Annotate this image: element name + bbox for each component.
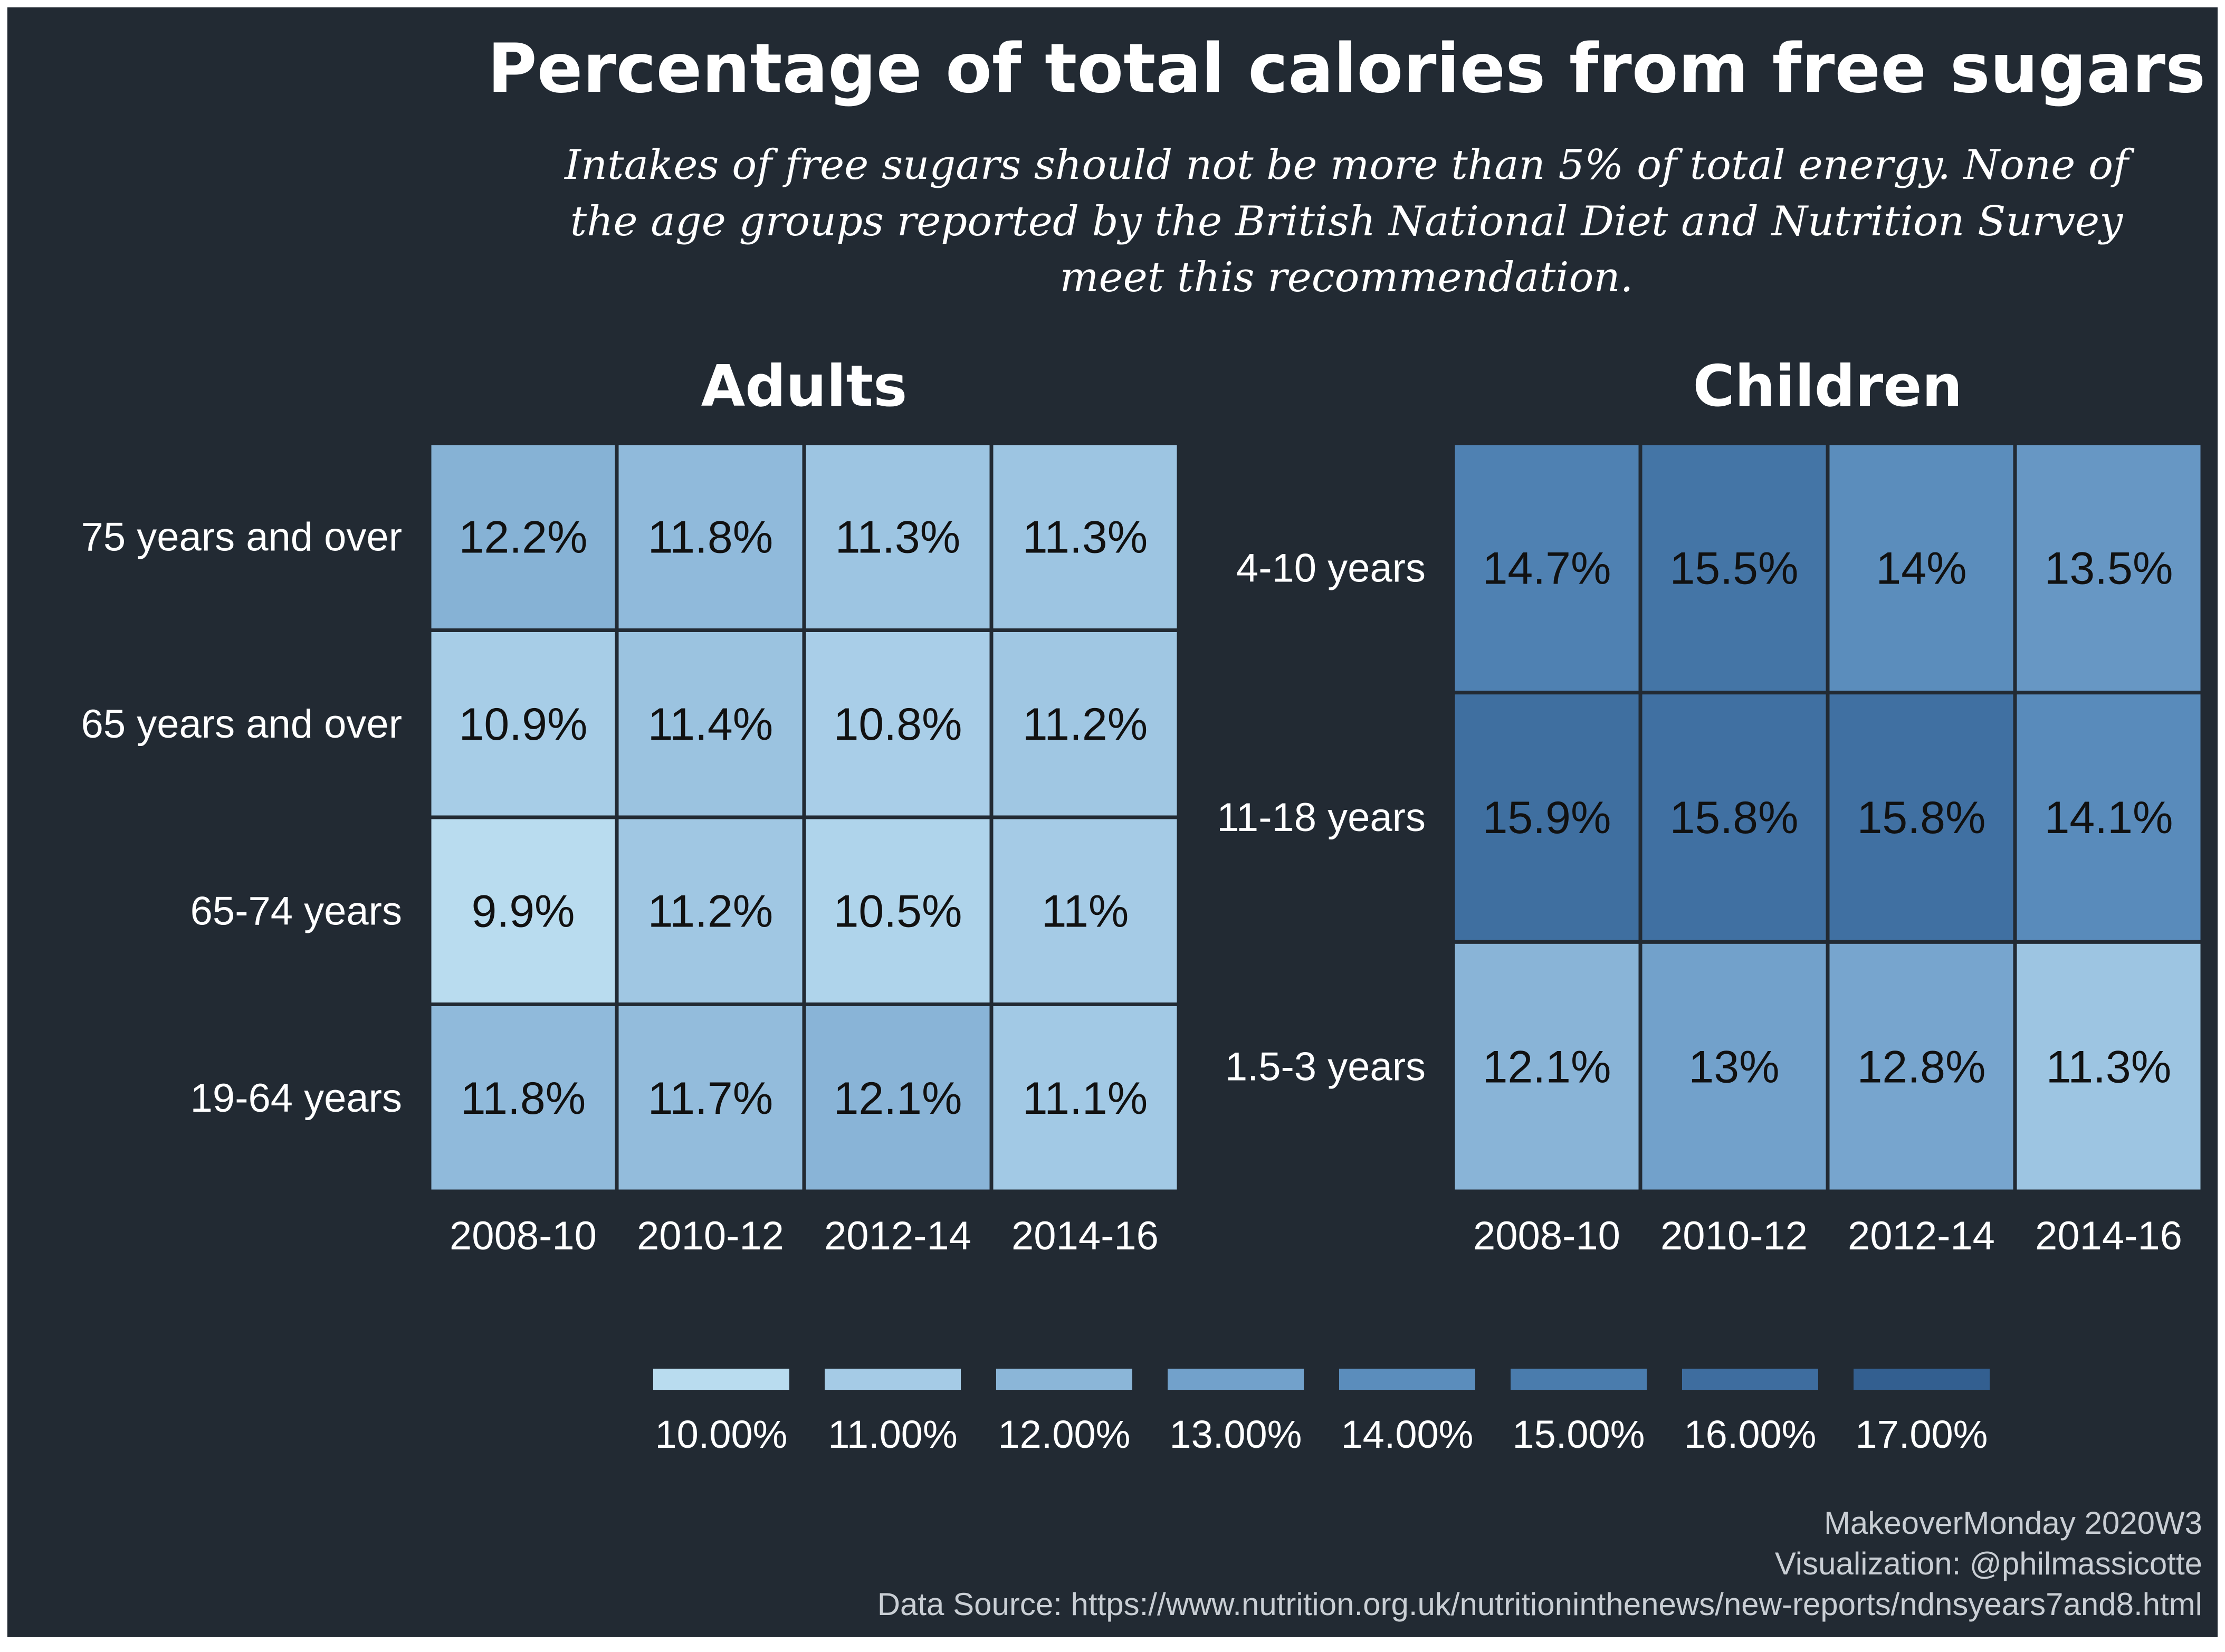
cell-label-adults-1-1: 11.4% <box>648 699 773 750</box>
row-label-children-2: 1.5-3 years <box>1225 1045 1426 1090</box>
cell-label-adults-3-3: 11.1% <box>1023 1073 1148 1124</box>
cell-label-children-2-2: 12.8% <box>1857 1042 1986 1093</box>
cell-label-adults-3-0: 11.8% <box>461 1073 586 1124</box>
cell-label-adults-2-3: 11% <box>1042 886 1129 937</box>
heatmap-cell-children-1-1 <box>1638 691 1830 944</box>
cell-label-adults-1-2: 10.8% <box>834 699 962 750</box>
heatmap-panel-adults: Adults 75 years and over 12.2% 11.8% 11.3% 11… <box>81 354 1181 1258</box>
cell-label-adults-2-2: 10.5% <box>834 886 962 937</box>
heatmap-cell-adults-0-0 <box>427 441 619 632</box>
row-label-adults-1: 65 years and over <box>81 702 402 747</box>
legend-swatch-2 <box>996 1369 1132 1390</box>
color-legend: 10.00% 11.00% 12.00% 13.00% 14.00% 15.00% 16.0… <box>653 1369 1990 1456</box>
caption-visualization: Visualization: @philmassicotte <box>1775 1546 2202 1581</box>
heatmap-cell-adults-3-3 <box>989 1002 1181 1193</box>
col-label-children-2: 2012-14 <box>1848 1214 1995 1258</box>
heatmap-panels: Adults 75 years and over 12.2% 11.8% 11.3% 11… <box>81 354 2204 1258</box>
chart-subtitle-line-2: the age groups reported by the British N… <box>570 198 2123 245</box>
heatmap-cell-adults-3-1 <box>615 1002 806 1193</box>
cell-label-children-1-1: 15.8% <box>1670 792 1799 843</box>
heatmap-cell-children-1-3 <box>2013 691 2204 944</box>
heatmap-cell-children-2-2 <box>1826 940 2017 1193</box>
cell-label-adults-2-0: 9.9% <box>471 886 575 937</box>
legend-swatch-5 <box>1511 1369 1647 1390</box>
heatmap-cell-adults-1-1 <box>615 628 806 819</box>
cell-label-adults-1-3: 11.2% <box>1023 699 1148 750</box>
heatmap-cell-children-1-0 <box>1451 691 1643 944</box>
cell-label-adults-3-1: 11.7% <box>648 1073 773 1124</box>
heatmap-cell-children-0-2 <box>1826 441 2017 695</box>
legend-label-4: 14.00% <box>1341 1412 1474 1456</box>
row-label-adults-0: 75 years and over <box>81 514 402 559</box>
heatmap-cell-adults-0-2 <box>802 441 994 632</box>
cell-label-children-2-1: 13% <box>1688 1042 1779 1093</box>
col-label-children-0: 2008-10 <box>1473 1214 1620 1258</box>
panel-title-children: Children <box>1693 354 1963 419</box>
panel-title-adults: Adults <box>701 354 908 419</box>
chart-title: Percentage of total calories from free s… <box>488 30 2205 108</box>
col-label-adults-0: 2008-10 <box>450 1214 597 1258</box>
row-label-children-0: 4-10 years <box>1236 546 1426 590</box>
col-label-adults-3: 2014-16 <box>1011 1214 1159 1258</box>
cell-label-adults-3-2: 12.1% <box>834 1073 962 1124</box>
cell-label-children-1-0: 15.9% <box>1483 792 1611 843</box>
col-label-adults-1: 2010-12 <box>637 1214 784 1258</box>
cell-label-children-0-0: 14.7% <box>1483 543 1611 594</box>
heatmap-cell-children-1-2 <box>1826 691 2017 944</box>
cell-label-adults-0-2: 11.3% <box>835 512 960 562</box>
legend-label-7: 17.00% <box>1856 1412 1988 1456</box>
legend-swatch-7 <box>1854 1369 1990 1390</box>
legend-swatch-1 <box>825 1369 961 1390</box>
chart-subtitle-line-3: meet this recommendation. <box>1060 254 1634 301</box>
caption-data-source: Data Source: https://www.nutrition.org.u… <box>877 1587 2202 1622</box>
heatmap-cell-adults-1-3 <box>989 628 1181 819</box>
cell-label-children-1-3: 14.1% <box>2045 792 2173 843</box>
cell-label-children-1-2: 15.8% <box>1857 792 1986 843</box>
heatmap-cell-children-2-0 <box>1451 940 1643 1193</box>
legend-label-0: 10.00% <box>655 1412 788 1456</box>
cell-label-adults-2-1: 11.2% <box>648 886 773 937</box>
cell-label-adults-0-0: 12.2% <box>459 512 588 562</box>
cell-label-children-0-3: 13.5% <box>2045 543 2173 594</box>
legend-label-5: 15.00% <box>1513 1412 1645 1456</box>
heatmap-cell-children-2-3 <box>2013 940 2204 1193</box>
heatmap-cell-adults-0-3 <box>989 441 1181 632</box>
legend-label-2: 12.00% <box>998 1412 1131 1456</box>
heatmap-cell-children-0-0 <box>1451 441 1643 695</box>
col-label-adults-2: 2012-14 <box>824 1214 971 1258</box>
row-label-adults-2: 65-74 years <box>190 889 402 933</box>
cell-label-children-2-0: 12.1% <box>1483 1042 1611 1093</box>
heatmap-cell-adults-0-1 <box>615 441 806 632</box>
col-label-children-1: 2010-12 <box>1660 1214 1808 1258</box>
chart-subtitle-line-1: Intakes of free sugars should not be mor… <box>564 141 2135 189</box>
heatmap-cell-adults-3-0 <box>427 1002 619 1193</box>
legend-label-1: 11.00% <box>828 1412 958 1456</box>
legend-label-6: 16.00% <box>1684 1412 1817 1456</box>
caption-makeover: MakeoverMonday 2020W3 <box>1824 1505 2202 1541</box>
cell-label-children-0-2: 14% <box>1876 543 1966 594</box>
heatmap-cell-children-0-3 <box>2013 441 2204 695</box>
legend-swatch-4 <box>1339 1369 1475 1390</box>
heatmap-cell-adults-2-3 <box>989 815 1181 1006</box>
legend-swatch-6 <box>1682 1369 1818 1390</box>
legend-swatch-0 <box>653 1369 789 1390</box>
heatmap-figure: Percentage of total calories from free s… <box>81 30 2206 1622</box>
cell-label-children-2-3: 11.3% <box>2046 1042 2171 1093</box>
cell-label-adults-1-0: 10.9% <box>459 699 588 750</box>
legend-swatch-3 <box>1168 1369 1304 1390</box>
legend-label-3: 13.00% <box>1170 1412 1302 1456</box>
col-label-children-3: 2014-16 <box>2035 1214 2182 1258</box>
row-label-children-1: 11-18 years <box>1217 795 1426 840</box>
cell-label-adults-0-1: 11.8% <box>648 512 773 562</box>
heatmap-panel-children: Children 4-10 years 14.7% 15.5% 14% 13.5% 11-1… <box>1217 354 2204 1258</box>
heatmap-cell-adults-2-1 <box>615 815 806 1006</box>
heatmap-cell-children-0-1 <box>1638 441 1830 695</box>
cell-label-children-0-1: 15.5% <box>1670 543 1799 594</box>
row-label-adults-3: 19-64 years <box>190 1076 402 1121</box>
cell-label-adults-0-3: 11.3% <box>1023 512 1148 562</box>
